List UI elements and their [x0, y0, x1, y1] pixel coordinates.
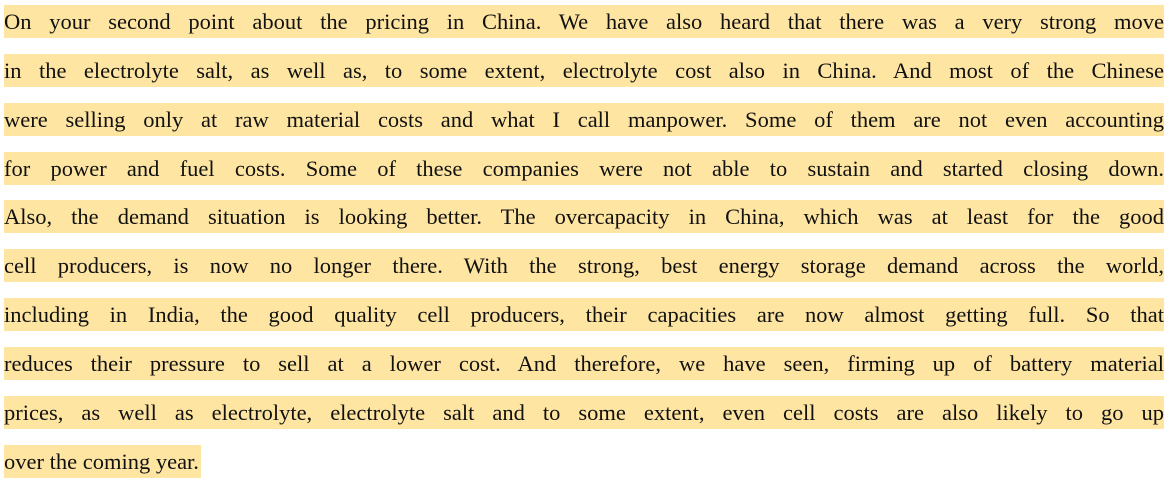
text-line: for power and fuel costs. Some of these …	[4, 152, 1164, 185]
text-line: cell producers, is now no longer there. …	[4, 249, 1164, 282]
text-line: On your second point about the pricing i…	[4, 5, 1164, 38]
text-line: over the coming year.	[4, 445, 1164, 478]
text-line: Also, the demand situation is looking be…	[4, 200, 1164, 233]
text-line: reduces their pressure to sell at a lowe…	[4, 347, 1164, 380]
text-line: including in India, the good quality cel…	[4, 298, 1164, 331]
text-line: in the electrolyte salt, as well as, to …	[4, 54, 1164, 87]
text-line: were selling only at raw material costs …	[4, 103, 1164, 136]
text-line: prices, as well as electrolyte, electrol…	[4, 396, 1164, 429]
